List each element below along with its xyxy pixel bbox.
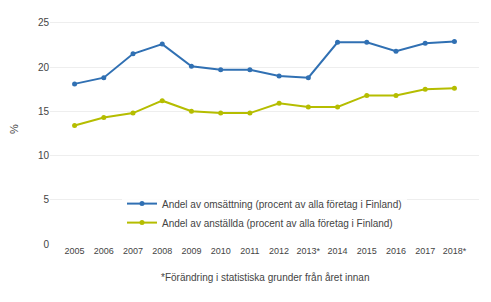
svg-text:15: 15 — [38, 106, 50, 117]
svg-text:2014: 2014 — [328, 246, 348, 256]
svg-text:2006: 2006 — [94, 246, 114, 256]
svg-text:2008: 2008 — [152, 246, 172, 256]
svg-text:20: 20 — [38, 62, 50, 73]
svg-text:25: 25 — [38, 17, 50, 28]
svg-text:2018*: 2018* — [443, 246, 467, 256]
svg-text:2017: 2017 — [415, 246, 435, 256]
svg-text:10: 10 — [38, 150, 50, 161]
svg-text:2005: 2005 — [65, 246, 85, 256]
svg-text:*Förändring i statistiska grun: *Förändring i statistiska grunder från å… — [161, 272, 369, 283]
svg-text:%: % — [8, 124, 20, 134]
svg-text:2009: 2009 — [181, 246, 201, 256]
svg-text:Andel av anställda (procent av: Andel av anställda (procent av alla före… — [162, 218, 393, 229]
svg-text:2013*: 2013* — [297, 246, 321, 256]
svg-text:2012: 2012 — [269, 246, 289, 256]
svg-text:2016: 2016 — [386, 246, 406, 256]
svg-text:0: 0 — [43, 239, 49, 250]
svg-text:Andel av omsättning (procent a: Andel av omsättning (procent av alla för… — [162, 199, 402, 210]
svg-text:5: 5 — [43, 194, 49, 205]
svg-text:2011: 2011 — [240, 246, 259, 256]
svg-text:2007: 2007 — [123, 246, 143, 256]
svg-text:2015: 2015 — [357, 246, 377, 256]
svg-text:2010: 2010 — [211, 246, 231, 256]
